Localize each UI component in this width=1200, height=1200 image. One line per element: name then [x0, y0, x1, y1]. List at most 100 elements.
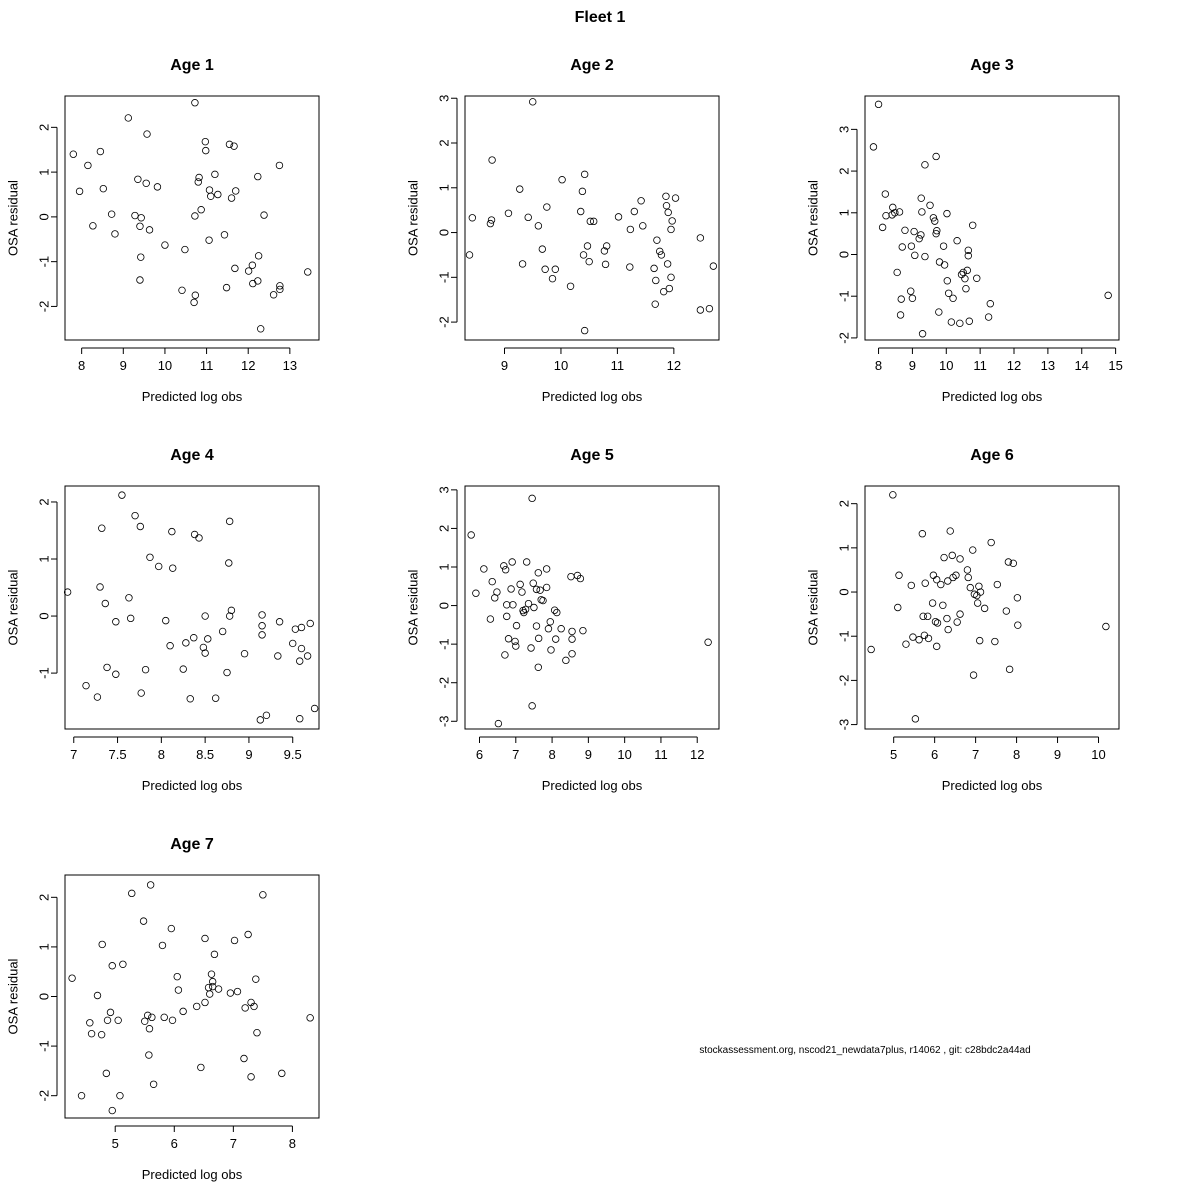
data-point: [527, 644, 535, 652]
x-tick-label: 11: [654, 747, 668, 762]
data-point: [508, 558, 516, 566]
data-point: [190, 634, 198, 642]
y-axis-label: OSA residual: [5, 958, 20, 1034]
data-point: [529, 98, 537, 106]
data-point: [944, 577, 952, 585]
y-tick-label: -3: [836, 719, 851, 731]
data-point: [112, 670, 120, 678]
x-tick-label: 9.5: [284, 747, 302, 762]
data-point: [976, 588, 985, 596]
data-point: [908, 294, 917, 302]
data-point: [986, 300, 995, 308]
data-point: [275, 618, 284, 626]
data-point: [207, 970, 216, 978]
data-point: [503, 601, 511, 609]
data-point: [542, 565, 551, 573]
x-axis-label: Predicted log obs: [942, 778, 1043, 793]
data-point: [933, 227, 941, 235]
x-tick-label: 12: [241, 358, 255, 373]
data-point: [542, 583, 551, 592]
data-point: [1013, 594, 1022, 602]
data-point: [103, 663, 111, 672]
data-point: [509, 601, 517, 609]
data-point: [197, 206, 205, 214]
data-point: [103, 1016, 112, 1025]
data-point: [921, 252, 929, 261]
data-point: [195, 173, 203, 182]
data-point: [907, 581, 915, 590]
data-point: [579, 251, 588, 259]
x-tick-label: 12: [690, 747, 704, 762]
data-point: [148, 1013, 156, 1022]
data-point: [269, 291, 278, 299]
data-point: [214, 985, 223, 993]
data-point: [652, 276, 660, 285]
data-point: [207, 192, 215, 200]
data-point: [102, 1069, 111, 1078]
data-point: [874, 100, 883, 109]
data-point: [501, 651, 509, 659]
data-point: [973, 599, 982, 607]
data-point: [696, 234, 705, 242]
data-point: [962, 284, 970, 293]
data-point: [901, 226, 909, 235]
data-point: [178, 286, 186, 295]
data-point: [650, 264, 658, 273]
y-tick-label: 2: [36, 894, 51, 901]
data-point: [656, 247, 664, 256]
data-point: [166, 642, 174, 650]
data-point: [923, 612, 932, 621]
data-point: [550, 606, 559, 614]
data-point: [146, 553, 154, 562]
data-point: [944, 625, 952, 634]
data-point: [668, 217, 676, 225]
data-point: [968, 221, 977, 229]
data-point: [108, 1106, 116, 1115]
data-point: [926, 201, 934, 209]
data-point: [111, 230, 119, 238]
data-point: [932, 642, 941, 651]
data-point: [136, 522, 145, 531]
data-point: [566, 282, 575, 290]
data-point: [984, 313, 993, 321]
x-tick-label: 6: [171, 1136, 178, 1151]
data-point: [976, 636, 984, 645]
data-point: [891, 209, 899, 217]
data-point: [935, 308, 943, 316]
data-point: [657, 251, 666, 259]
data-point: [898, 243, 906, 251]
data-point: [651, 300, 659, 308]
data-point: [524, 213, 532, 222]
data-point: [195, 534, 203, 542]
data-point: [585, 257, 593, 266]
x-tick-label: 5: [112, 1136, 119, 1151]
y-tick-label: 0: [436, 602, 451, 609]
data-point: [253, 1029, 261, 1037]
data-point: [210, 950, 219, 959]
data-point: [167, 924, 176, 933]
data-point: [240, 650, 249, 658]
panel-title: Age 7: [170, 836, 214, 853]
data-point: [973, 591, 981, 600]
data-point: [82, 681, 90, 690]
data-point: [975, 582, 983, 590]
data-point: [137, 689, 145, 697]
data-point: [503, 612, 511, 621]
data-point: [964, 252, 972, 260]
data-point: [915, 636, 923, 644]
x-tick-label: 8: [875, 358, 882, 373]
data-point: [220, 231, 229, 239]
data-point: [93, 693, 102, 701]
data-point: [256, 716, 265, 724]
data-point: [227, 606, 236, 615]
y-tick-label: -2: [436, 316, 451, 328]
data-point: [89, 222, 97, 230]
data-point: [956, 319, 964, 328]
x-tick-label: 14: [1075, 358, 1089, 373]
data-point: [940, 261, 949, 269]
data-point: [939, 601, 947, 609]
data-point: [205, 186, 214, 194]
data-point: [516, 185, 524, 193]
data-point: [602, 242, 611, 250]
